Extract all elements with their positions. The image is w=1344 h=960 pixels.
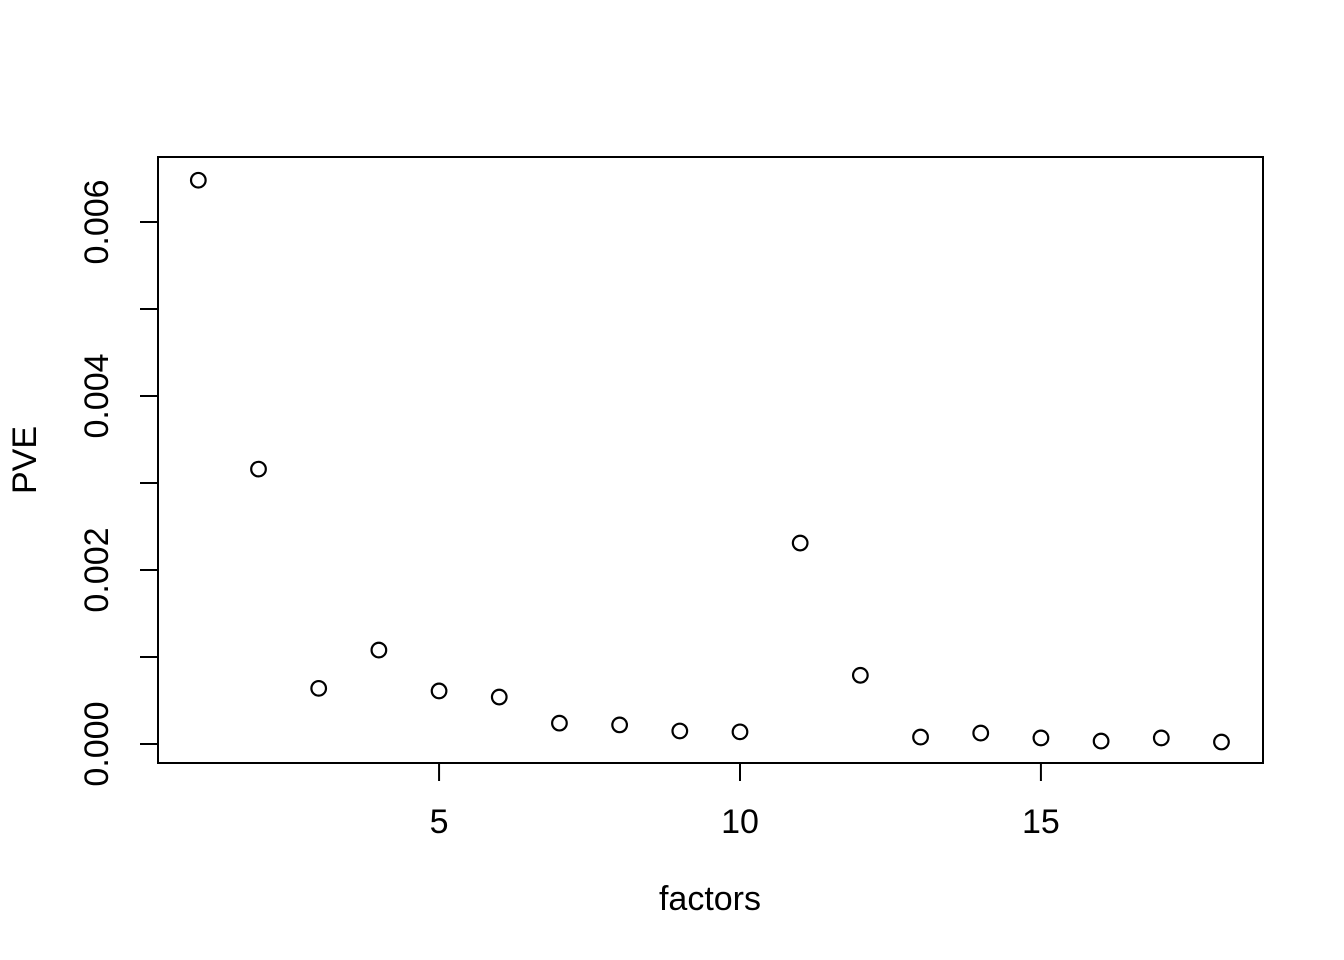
data-point bbox=[611, 716, 629, 734]
y-axis-title: PVE bbox=[6, 426, 44, 494]
data-point bbox=[1032, 729, 1050, 747]
data-point bbox=[1213, 733, 1230, 751]
data-point bbox=[671, 722, 689, 740]
data-point bbox=[250, 460, 267, 478]
x-axis-title: factors bbox=[659, 880, 761, 918]
y-tick-label: 0.004 bbox=[78, 353, 116, 438]
plot-box bbox=[157, 156, 1264, 764]
data-point bbox=[310, 679, 328, 697]
data-point bbox=[972, 724, 990, 742]
data-point bbox=[912, 728, 929, 746]
data-point bbox=[370, 641, 388, 659]
y-tick-label: 0.002 bbox=[78, 527, 116, 612]
data-point bbox=[189, 171, 207, 189]
x-tick-label: 10 bbox=[721, 803, 759, 841]
y-tick-label: 0.006 bbox=[78, 179, 116, 264]
data-point bbox=[551, 714, 568, 732]
data-point bbox=[851, 666, 869, 684]
data-point bbox=[490, 688, 508, 706]
data-point bbox=[430, 682, 448, 700]
x-tick-label: 15 bbox=[1022, 803, 1060, 841]
data-point bbox=[731, 723, 749, 741]
data-point bbox=[1092, 732, 1110, 750]
data-point bbox=[1152, 729, 1170, 747]
x-tick-label: 5 bbox=[430, 803, 449, 841]
y-tick-label: 0.000 bbox=[78, 701, 116, 786]
data-point bbox=[791, 534, 809, 552]
